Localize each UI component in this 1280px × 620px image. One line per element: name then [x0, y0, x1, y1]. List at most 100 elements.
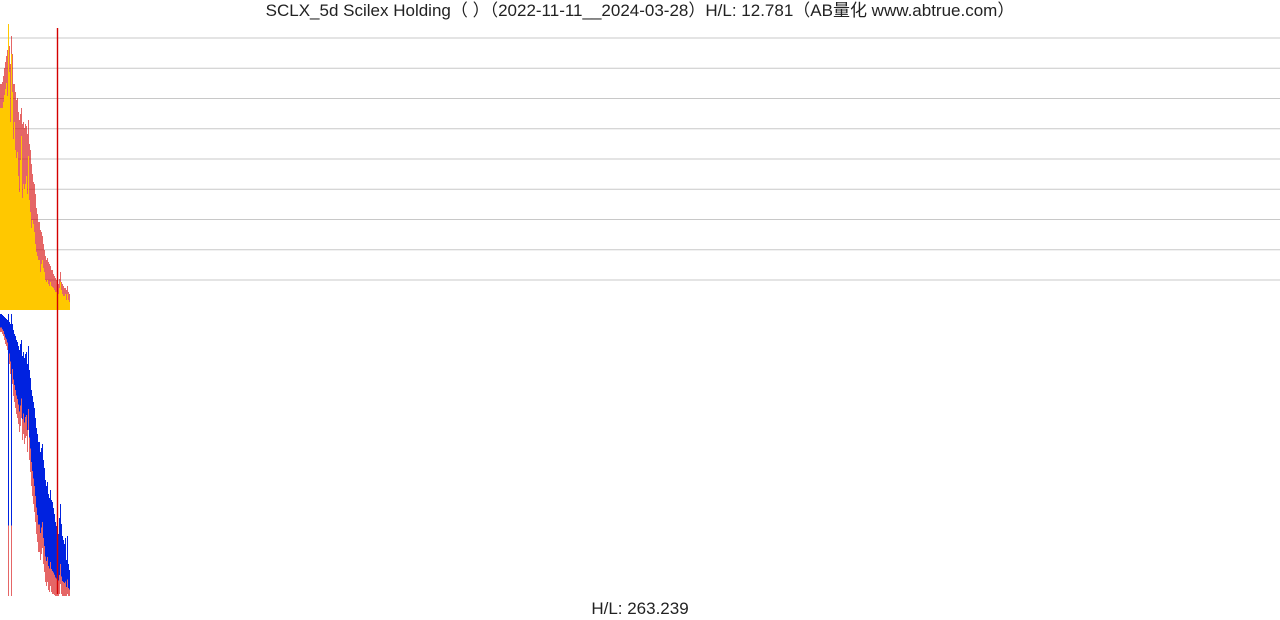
upper-bar: [6, 83, 7, 310]
lower-bar: [22, 356, 23, 419]
lower-bar: [28, 346, 29, 409]
lower-bar: [50, 490, 51, 562]
upper-bar: [42, 260, 43, 310]
upper-bar: [34, 232, 35, 310]
lower-bar: [25, 354, 26, 417]
lower-bar: [47, 482, 48, 557]
upper-bar: [62, 294, 63, 310]
lower-bar: [37, 434, 38, 515]
lower-bar: [17, 342, 18, 399]
upper-bar: [44, 272, 45, 310]
lower-bar: [19, 350, 20, 412]
upper-bar: [40, 272, 41, 310]
lower-bar: [39, 442, 40, 525]
lower-bar: [48, 494, 49, 566]
lower-bar: [54, 514, 55, 575]
lower-bar: [13, 330, 14, 380]
lower-bar: [65, 538, 66, 582]
lower-bar: [35, 418, 36, 496]
upper-bar: [25, 184, 26, 310]
upper-bar: [54, 290, 55, 310]
upper-bar: [1, 108, 2, 310]
upper-bar: [15, 150, 16, 310]
upper-bar: [45, 280, 46, 310]
upper-bar: [64, 296, 65, 310]
upper-bar: [55, 292, 56, 310]
lower-bar: [61, 524, 62, 577]
lower-bar: [12, 324, 13, 369]
upper-bar: [21, 136, 22, 310]
upper-bar: [33, 224, 34, 310]
upper-bar: [28, 156, 29, 310]
upper-bar: [49, 286, 50, 310]
upper-bar: [4, 95, 5, 310]
chart-footer-label: H/L: 263.239: [0, 598, 1280, 620]
upper-bar: [53, 288, 54, 310]
upper-bar: [63, 296, 64, 310]
lower-bar: [30, 378, 31, 449]
upper-bar: [22, 198, 23, 310]
upper-bar: [20, 160, 21, 310]
upper-bar: [9, 72, 10, 310]
lower-bar: [49, 498, 50, 569]
lower-bar: [24, 358, 25, 423]
upper-bar: [67, 294, 68, 310]
upper-bar: [2, 108, 3, 310]
lower-bar: [36, 428, 37, 508]
lower-bar: [32, 396, 33, 471]
upper-bar: [37, 256, 38, 310]
upper-bar: [17, 152, 18, 310]
upper-bar: [18, 176, 19, 310]
upper-bar: [8, 24, 9, 310]
lower-bar: [14, 334, 15, 385]
upper-bar: [50, 282, 51, 310]
upper-bar: [23, 184, 24, 310]
lower-bar: [9, 322, 10, 354]
upper-bar: [36, 252, 37, 310]
lower-bar: [6, 319, 7, 339]
lower-bar: [68, 564, 69, 588]
upper-bar: [30, 212, 31, 310]
upper-bar: [11, 54, 12, 310]
lower-bar: [69, 570, 70, 590]
upper-bar: [48, 284, 49, 310]
upper-bar: [59, 288, 60, 310]
lower-bar: [4, 317, 5, 334]
upper-bar: [43, 268, 44, 310]
upper-bar: [16, 158, 17, 310]
lower-bar: [59, 518, 60, 575]
upper-bar: [32, 220, 33, 310]
upper-bar: [41, 264, 42, 310]
lower-bar: [44, 468, 45, 546]
upper-bar: [0, 108, 1, 310]
upper-bar: [31, 228, 32, 310]
upper-bar: [5, 89, 6, 310]
chart-title: SCLX_5d Scilex Holding（ ）（2022-11-11__20…: [0, 0, 1280, 22]
upper-bar: [26, 176, 27, 310]
lower-bar: [2, 315, 3, 329]
chart-background: [0, 24, 1280, 596]
lower-bar: [64, 544, 65, 583]
lower-bar: [55, 522, 56, 578]
lower-bar: [8, 314, 9, 526]
lower-bar: [16, 340, 17, 396]
upper-bar: [60, 282, 61, 310]
lower-bar: [60, 504, 61, 564]
lower-bar: [38, 442, 39, 525]
lower-bar: [45, 480, 46, 557]
upper-bar: [3, 102, 4, 310]
lower-bar: [3, 316, 4, 331]
lower-bar: [43, 460, 44, 538]
upper-bar: [52, 287, 53, 310]
upper-bar: [19, 192, 20, 310]
lower-bar: [53, 508, 54, 573]
upper-bar: [13, 139, 14, 310]
lower-bar: [63, 540, 64, 582]
upper-bar: [47, 280, 48, 310]
lower-bar: [46, 486, 47, 561]
lower-bar: [18, 346, 19, 405]
lower-bar: [10, 324, 11, 362]
upper-bar: [69, 302, 70, 310]
upper-bar: [12, 92, 13, 310]
lower-bar: [62, 536, 63, 581]
